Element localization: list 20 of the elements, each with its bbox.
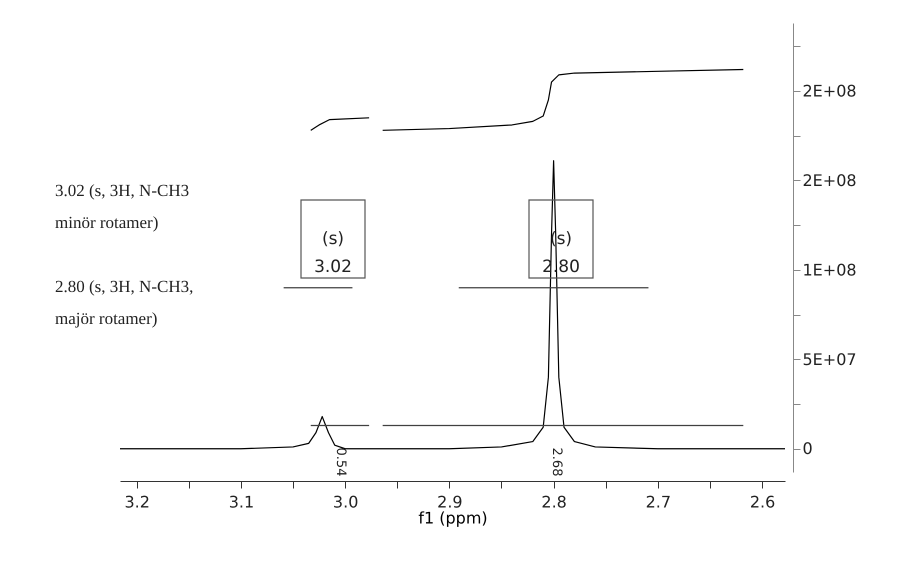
annotation: (s) 3.02 <box>314 229 352 277</box>
x-tick-label: 3.0 <box>332 492 358 512</box>
y-tick-label: 2E+08 <box>802 170 857 190</box>
x-tick-label: 2.7 <box>646 492 672 512</box>
y-tick-label: 0 <box>802 439 813 458</box>
annotation: 3.02 (s, 3H, N-CH3 minör rotamer) <box>55 181 190 232</box>
line-series <box>382 68 744 131</box>
x-tick-label: 2.9 <box>437 492 463 512</box>
y-tick-label: 1E+08 <box>802 260 857 280</box>
x-tick-label: 2.8 <box>541 492 567 512</box>
x-tick-label: 2.6 <box>750 492 776 512</box>
y-tick-label: 2E+08 <box>802 81 857 100</box>
annotation: 2.80 (s, 3H, N-CH3, majör rotamer) <box>55 277 194 328</box>
y-tick-label: 5E+07 <box>802 350 857 369</box>
x-tick-label: 3.1 <box>228 492 254 512</box>
x-axis-title: f1 (ppm) <box>418 508 488 528</box>
annotation: 2.68 <box>549 448 564 476</box>
line-series <box>310 117 370 131</box>
x-tick-label: 3.2 <box>124 492 150 512</box>
annotation: 0.54 <box>333 448 348 476</box>
